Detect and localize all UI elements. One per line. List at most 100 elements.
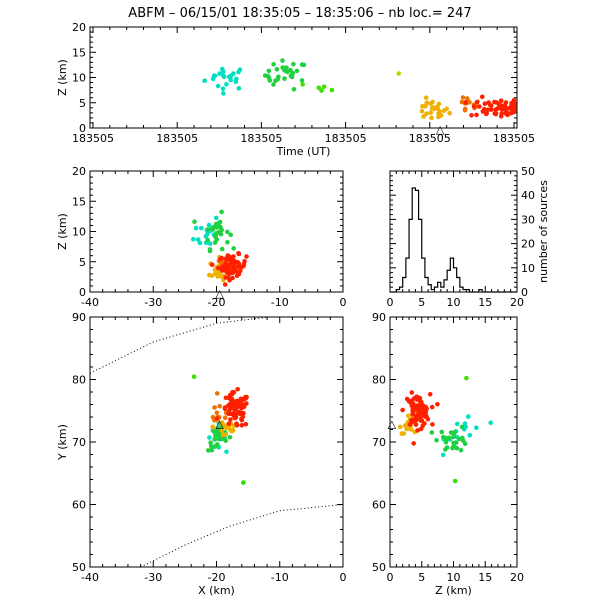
data-point <box>193 225 199 231</box>
data-point <box>214 391 220 396</box>
y-tick-label: 20 <box>72 21 86 34</box>
data-point <box>207 435 212 440</box>
data-point <box>239 402 245 407</box>
data-point <box>236 69 241 75</box>
data-point <box>424 406 429 411</box>
y-tick-label: 80 <box>72 374 86 387</box>
data-point <box>223 395 229 401</box>
data-point <box>224 82 229 87</box>
data-point <box>504 110 510 115</box>
data-point <box>482 101 488 106</box>
data-point <box>207 248 213 254</box>
data-point <box>299 78 305 83</box>
data-point <box>477 104 482 109</box>
data-point <box>214 230 219 236</box>
y-tick-label: 0 <box>79 286 86 299</box>
data-point <box>451 433 457 439</box>
data-point <box>429 106 435 111</box>
data-point <box>436 114 441 120</box>
data-point <box>416 395 421 400</box>
data-point <box>199 225 204 231</box>
data-point <box>235 387 240 392</box>
figure-title: ABFM – 06/15/01 18:35:05 – 18:35:06 – nb… <box>128 6 471 21</box>
data-point <box>219 246 225 252</box>
data-point <box>215 442 220 447</box>
data-point <box>228 417 233 422</box>
data-point <box>243 421 249 427</box>
data-point <box>280 65 286 70</box>
data-point <box>219 428 225 433</box>
data-point <box>226 421 232 427</box>
data-point <box>421 114 426 119</box>
y-tick-label: 50 <box>72 561 86 574</box>
data-point <box>212 267 218 273</box>
data-point <box>329 87 335 93</box>
data-point <box>401 431 407 436</box>
data-point <box>413 422 419 427</box>
data-point <box>224 449 229 455</box>
data-point <box>474 112 479 118</box>
x-tick-label: 0 <box>387 571 394 584</box>
y-axis-label: number of sources <box>537 180 550 283</box>
data-point <box>219 436 225 442</box>
x-tick-label: 10 <box>447 571 461 584</box>
data-point <box>411 441 417 446</box>
data-point <box>423 95 429 100</box>
data-point <box>217 256 223 262</box>
data-point <box>205 237 210 243</box>
data-point <box>231 266 237 271</box>
data-point <box>267 78 273 83</box>
data-point <box>422 104 428 109</box>
data-point <box>191 236 196 242</box>
data-point <box>488 103 494 109</box>
x-tick-label: 183505 <box>493 132 535 145</box>
data-point <box>406 413 411 419</box>
data-point <box>294 68 300 74</box>
data-point <box>217 71 222 76</box>
data-point <box>480 94 485 100</box>
data-point <box>291 61 296 67</box>
data-point <box>460 95 466 100</box>
data-point <box>424 100 430 106</box>
data-point <box>493 111 499 116</box>
data-point <box>423 410 428 415</box>
data-point <box>409 418 414 423</box>
data-point <box>467 432 473 438</box>
data-point <box>400 407 405 413</box>
data-point <box>236 271 242 277</box>
data-point <box>466 414 471 419</box>
plots-layer: 183505 183505 183505 183505 183505 1835050510… <box>56 21 550 597</box>
x-tick-label: 0 <box>340 296 347 309</box>
data-point <box>429 404 435 410</box>
data-point <box>291 87 297 92</box>
x-tick-label: 5 <box>418 571 425 584</box>
x-tick-label: 0 <box>340 571 347 584</box>
data-point <box>499 111 505 116</box>
x-tick-label: -40 <box>81 296 99 309</box>
data-point <box>497 102 502 108</box>
data-point <box>212 437 217 442</box>
data-point <box>238 396 244 402</box>
data-point <box>452 478 458 484</box>
data-point <box>239 423 245 428</box>
data-point <box>471 104 477 109</box>
x-tick-label: -30 <box>144 296 162 309</box>
boundary-curve <box>140 504 344 568</box>
data-point <box>210 414 216 420</box>
y-tick-label: 20 <box>521 238 535 251</box>
data-point <box>437 109 443 114</box>
time-height-panel: 183505 183505 183505 183505 183505 1835050510… <box>56 21 535 158</box>
data-point <box>231 246 236 251</box>
data-point <box>230 428 236 433</box>
data-point <box>226 411 231 417</box>
data-point <box>241 480 246 485</box>
data-point <box>228 397 234 403</box>
data-point <box>460 438 466 444</box>
data-point <box>221 73 226 79</box>
data-point <box>436 101 442 107</box>
data-point <box>206 222 212 228</box>
x-tick-label: -30 <box>144 571 162 584</box>
y-tick-label: 90 <box>372 311 386 324</box>
data-point <box>225 253 231 258</box>
